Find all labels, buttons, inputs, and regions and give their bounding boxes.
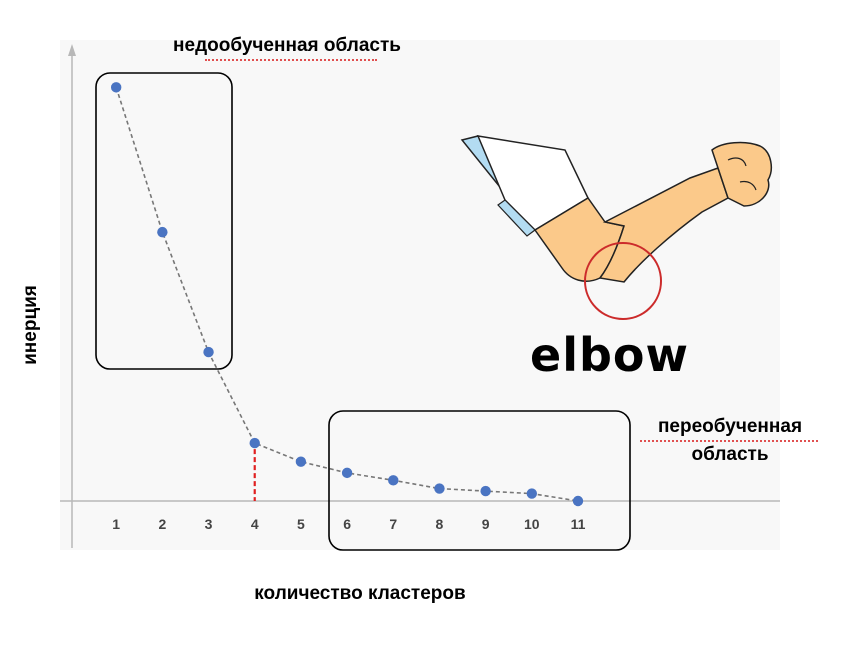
x-tick-label-1: 1: [112, 516, 120, 532]
data-point-7: [388, 475, 398, 485]
data-point-9: [480, 486, 490, 496]
data-point-6: [342, 468, 352, 478]
spellcheck-underline: [640, 437, 818, 442]
elbow-word: elbow: [530, 328, 689, 382]
forearm: [600, 168, 728, 282]
data-point-8: [434, 483, 444, 493]
x-tick-label-11: 11: [571, 516, 586, 532]
x-tick-label-8: 8: [436, 516, 444, 532]
data-point-5: [296, 457, 306, 467]
x-tick-label-6: 6: [343, 516, 351, 532]
data-point-3: [203, 347, 213, 357]
spellcheck-underline: [205, 56, 377, 61]
elbow-arm-icon: [462, 136, 771, 319]
x-tick-label-7: 7: [389, 516, 397, 532]
underfit-region-box: [96, 73, 232, 369]
data-point-10: [527, 488, 537, 498]
y-axis-label: инерция: [20, 285, 42, 365]
data-point-4: [250, 438, 260, 448]
y-axis-arrow: [68, 44, 76, 56]
data-point-2: [157, 227, 167, 237]
x-tick-label-5: 5: [297, 516, 305, 532]
x-tick-label-9: 9: [482, 516, 490, 532]
x-tick-labels: 1 2 3 4 5 6 7 8 9 10 11: [112, 516, 585, 532]
data-point-1: [111, 82, 121, 92]
x-tick-label-4: 4: [251, 516, 259, 532]
data-point-11: [573, 496, 583, 506]
x-tick-label-3: 3: [205, 516, 213, 532]
x-tick-label-2: 2: [158, 516, 166, 532]
x-axis-label: количество кластеров: [0, 583, 720, 605]
x-tick-label-10: 10: [524, 516, 540, 532]
